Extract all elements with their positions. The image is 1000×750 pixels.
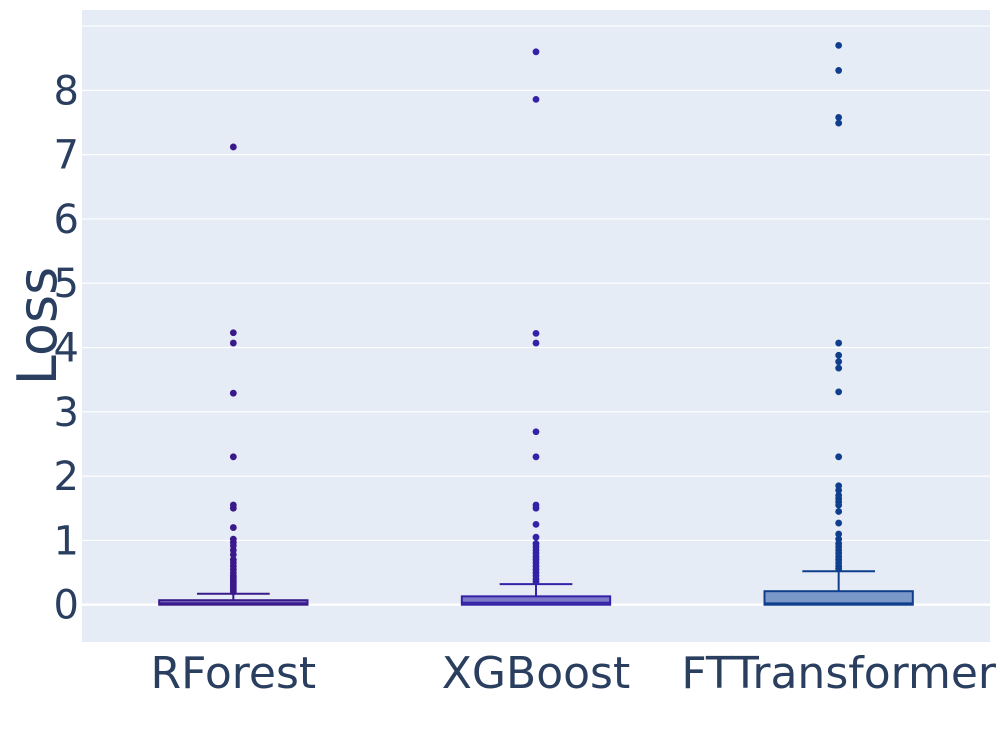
outlier-point bbox=[229, 143, 237, 151]
outlier-point bbox=[532, 533, 540, 541]
outlier-point bbox=[835, 351, 843, 359]
x-tick-label-rforest: RForest bbox=[151, 648, 317, 699]
outlier-point bbox=[229, 504, 237, 512]
iqr-box bbox=[460, 595, 612, 606]
outlier-point bbox=[835, 358, 843, 366]
y-tick-label: 0 bbox=[54, 583, 79, 629]
outlier-point bbox=[229, 339, 237, 347]
outlier-point bbox=[835, 486, 843, 494]
y-tick-label: 4 bbox=[54, 326, 79, 372]
outlier-point bbox=[229, 389, 237, 397]
outlier-point bbox=[835, 67, 843, 74]
outlier-point bbox=[835, 339, 843, 347]
box-xgboost bbox=[460, 48, 612, 606]
outlier-point bbox=[532, 578, 540, 585]
y-axis-ticks: 0 1 2 3 4 5 6 7 8 bbox=[54, 68, 79, 628]
outlier-point bbox=[835, 530, 843, 538]
outlier-point bbox=[835, 508, 843, 515]
y-tick-label: 8 bbox=[54, 68, 79, 114]
y-tick-label: 3 bbox=[54, 390, 79, 436]
outlier-point bbox=[835, 119, 843, 127]
y-axis-label: Loss bbox=[6, 267, 69, 385]
outlier-point bbox=[835, 388, 843, 396]
iqr-box bbox=[763, 590, 914, 606]
y-tick-label: 1 bbox=[54, 518, 79, 564]
outlier-point bbox=[532, 339, 540, 347]
outlier-point bbox=[229, 524, 237, 531]
outlier-point bbox=[835, 113, 843, 121]
outlier-point bbox=[229, 329, 237, 337]
outlier-point bbox=[835, 41, 843, 49]
outlier-point bbox=[532, 95, 540, 103]
outlier-point bbox=[532, 428, 540, 436]
outlier-point bbox=[229, 588, 237, 596]
outlier-point bbox=[532, 329, 540, 337]
outlier-point bbox=[532, 453, 540, 461]
outlier-point bbox=[532, 48, 540, 56]
outlier-point bbox=[532, 504, 540, 512]
y-tick-label: 2 bbox=[54, 454, 79, 500]
y-tick-label: 5 bbox=[54, 261, 79, 307]
y-tick-label: 6 bbox=[54, 197, 79, 243]
boxes bbox=[158, 41, 914, 606]
outlier-point bbox=[229, 453, 237, 461]
outlier-point bbox=[229, 551, 237, 558]
outlier-point bbox=[532, 520, 540, 528]
outlier-point bbox=[835, 565, 843, 573]
outlier-point bbox=[835, 519, 843, 527]
outlier-point bbox=[835, 453, 843, 461]
x-tick-label-xgboost: XGBoost bbox=[442, 648, 630, 699]
x-axis-ticks: RForest XGBoost FTTransformer bbox=[151, 648, 997, 699]
box-rforest bbox=[158, 143, 309, 606]
outlier-point bbox=[835, 501, 843, 509]
box-fttransformer bbox=[763, 41, 914, 606]
y-tick-label: 7 bbox=[54, 133, 79, 179]
x-tick-label-fttransformer: FTTransformer bbox=[681, 648, 997, 699]
outlier-point bbox=[835, 364, 843, 372]
